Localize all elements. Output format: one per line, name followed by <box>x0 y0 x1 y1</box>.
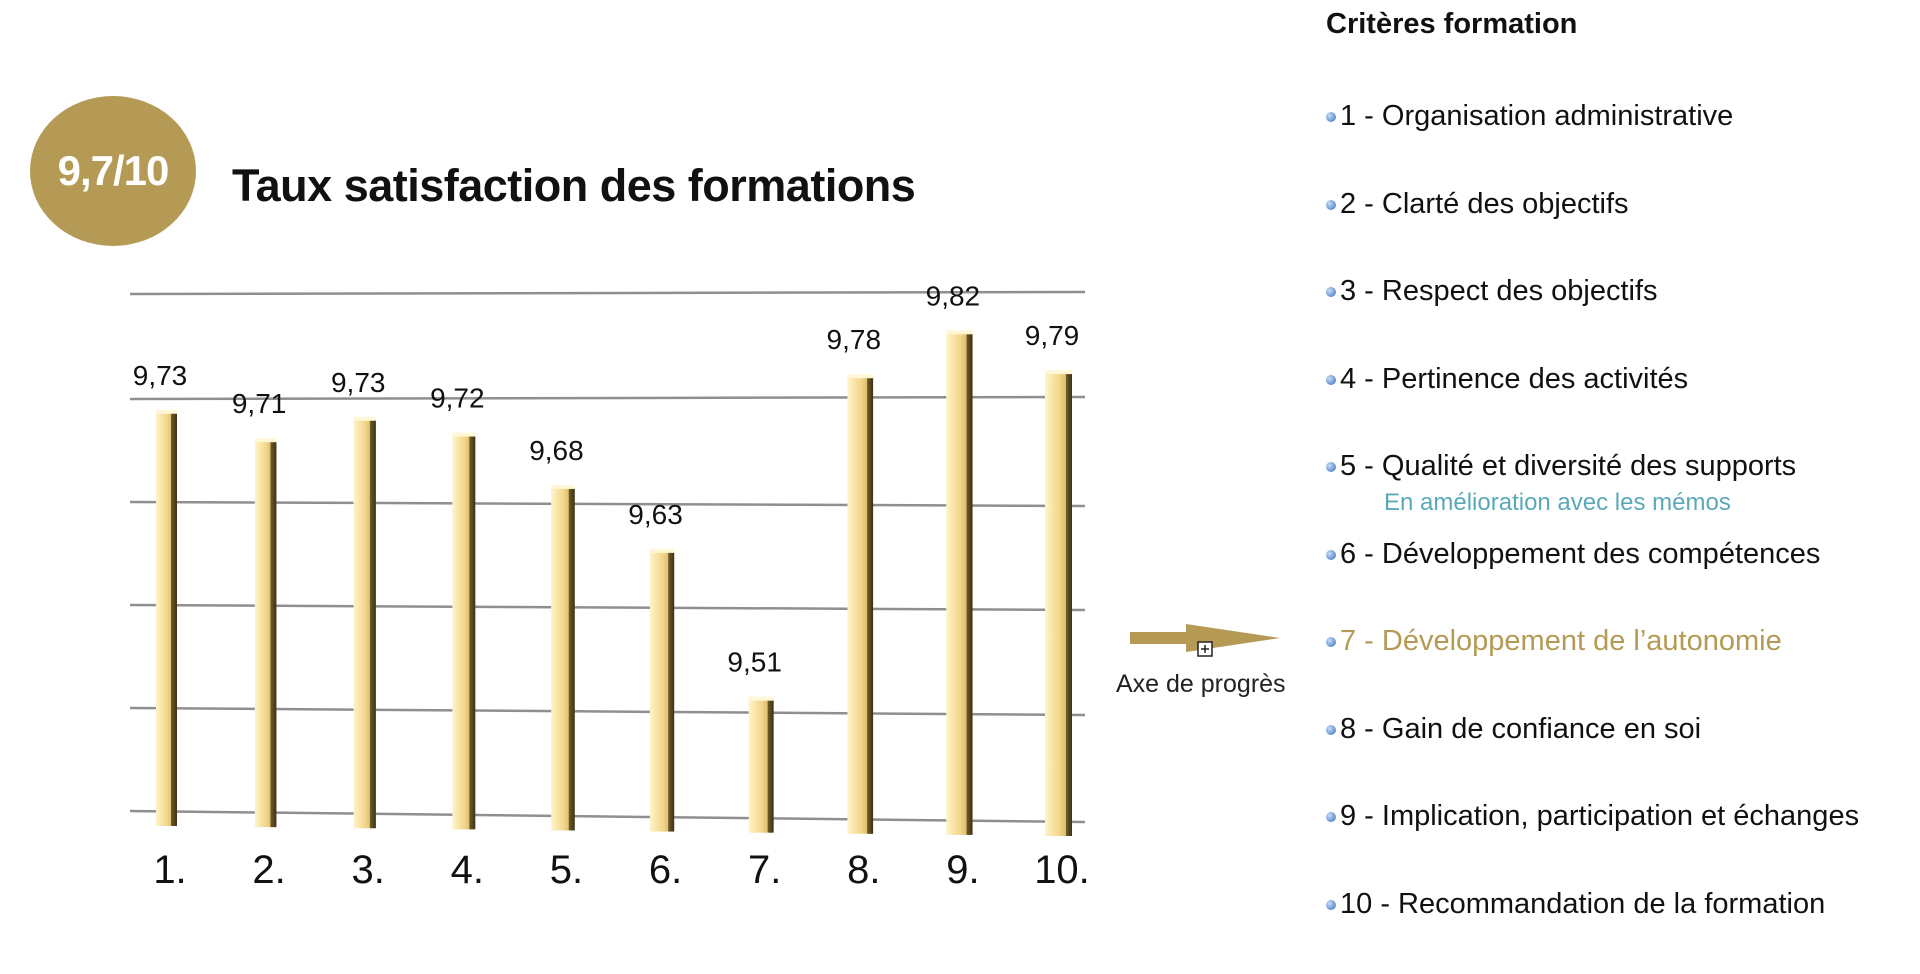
bar-top <box>847 374 873 378</box>
bullet-icon <box>1326 287 1336 297</box>
value-label: 9,71 <box>232 388 287 419</box>
category-label: 5. <box>550 848 583 892</box>
criteria-item-label: 1 - Organisation administrative <box>1340 99 1733 133</box>
value-label: 9,63 <box>628 499 683 530</box>
value-label: 9,73 <box>331 367 386 398</box>
criteria-item-label: 3 - Respect des objectifs <box>1340 274 1658 308</box>
value-label: 9,51 <box>727 647 782 678</box>
bar-side <box>370 420 376 828</box>
criteria-title: Critères formation <box>1326 8 1920 41</box>
criteria-item-label: 7 - Développement de l’autonomie <box>1340 624 1782 658</box>
category-label: 6. <box>649 848 682 892</box>
value-label: 9,82 <box>926 280 981 311</box>
bar-side <box>867 377 873 834</box>
criteria-item: 8 - Gain de confiance en soi <box>1326 712 1920 800</box>
category-label: 10. <box>1034 848 1090 892</box>
bar-top <box>156 410 177 414</box>
criteria-item-label: 6 - Développement des compétences <box>1340 537 1820 571</box>
criteria-item: 4 - Pertinence des activités <box>1326 362 1920 450</box>
bullet-icon <box>1326 462 1336 472</box>
category-label: 1. <box>153 848 186 892</box>
criteria-item: 6 - Développement des compétences <box>1326 537 1920 625</box>
bar-top <box>1045 370 1072 374</box>
bar-side <box>270 441 276 827</box>
value-label: 9,79 <box>1025 320 1080 351</box>
value-label: 9,68 <box>529 435 584 466</box>
bar-side <box>768 700 774 833</box>
criteria-item-label: 5 - Qualité et diversité des supports <box>1340 449 1796 483</box>
criteria-item: 7 - Développement de l’autonomie <box>1326 624 1920 712</box>
bullet-icon <box>1326 200 1336 210</box>
category-label: 7. <box>748 848 781 892</box>
category-label: 2. <box>252 848 285 892</box>
bar-top <box>255 438 277 442</box>
bar-side <box>469 436 475 830</box>
bar-side <box>967 333 973 835</box>
progress-arrow <box>1128 618 1288 678</box>
arrow-right-icon <box>1128 618 1288 678</box>
bar-top <box>749 697 774 701</box>
bar-side <box>668 552 674 832</box>
bullet-icon <box>1326 375 1336 385</box>
category-labels: 1. 2. 3. 4. 5. 6. 7. 8. 9. 10. <box>153 848 1089 892</box>
category-label: 4. <box>451 848 484 892</box>
bar-side <box>569 488 575 830</box>
criteria-item-label: 8 - Gain de confiance en soi <box>1340 712 1701 746</box>
bullet-icon <box>1326 637 1336 647</box>
category-label: 8. <box>847 848 880 892</box>
bar-side <box>171 413 177 826</box>
bullet-icon <box>1326 812 1336 822</box>
criteria-item: 2 - Clarté des objectifs <box>1326 187 1920 275</box>
progress-axis-label: Axe de progrès <box>1116 670 1286 699</box>
criteria-item: 10 - Recommandation de la formation <box>1326 887 1920 974</box>
bar-top <box>551 485 575 489</box>
value-label: 9,72 <box>430 383 485 414</box>
bullet-icon <box>1326 725 1336 735</box>
value-label: 9,73 <box>133 360 188 391</box>
satisfaction-bar-chart: 9,73 9,71 9,73 9,72 9,68 9,63 9,51 9,78 9,82 9,79… <box>0 0 1120 954</box>
criteria-list: 1 - Organisation administrative 2 - Clart… <box>1326 99 1920 974</box>
category-label: 3. <box>352 848 385 892</box>
bar-top <box>452 433 475 437</box>
category-label: 9. <box>946 848 979 892</box>
criteria-item: 3 - Respect des objectifs <box>1326 274 1920 362</box>
bullet-icon <box>1326 900 1336 910</box>
criteria-panel: Critères formation 1 - Organisation admi… <box>1326 8 1920 974</box>
value-label: 9,78 <box>827 324 882 355</box>
criteria-item-note: En amélioration avec les mémos <box>1384 486 1731 520</box>
criteria-item-label: 9 - Implication, participation et échang… <box>1340 799 1859 833</box>
bullet-icon <box>1326 112 1336 122</box>
criteria-item: 9 - Implication, participation et échang… <box>1326 799 1920 887</box>
criteria-item-label: 10 - Recommandation de la formation <box>1340 887 1825 921</box>
criteria-item-label: 4 - Pertinence des activités <box>1340 362 1688 396</box>
bars <box>156 330 1072 836</box>
bar-top <box>946 330 972 334</box>
bar-top <box>354 417 376 421</box>
bar-side <box>1066 373 1072 836</box>
criteria-item: 1 - Organisation administrative <box>1326 99 1920 187</box>
criteria-item-label: 2 - Clarté des objectifs <box>1340 187 1629 221</box>
bar-top <box>650 549 674 553</box>
bullet-icon <box>1326 550 1336 560</box>
